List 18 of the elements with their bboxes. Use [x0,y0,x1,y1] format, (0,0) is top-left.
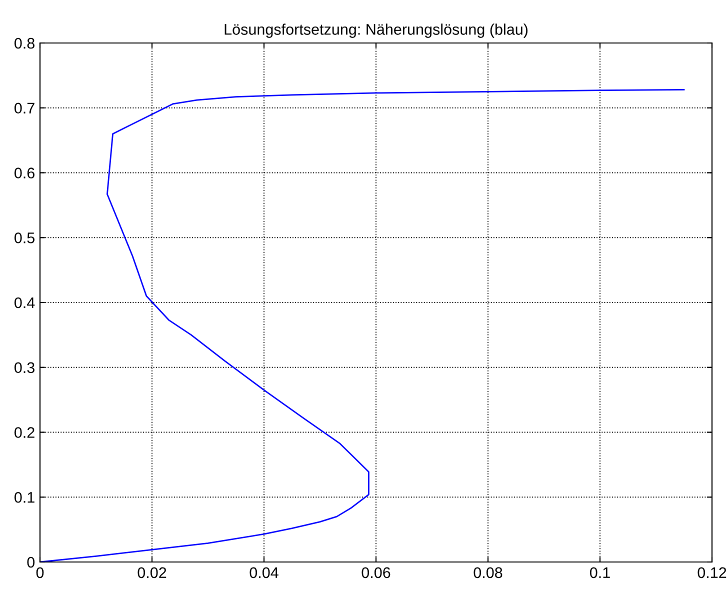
y-tick-label: 0 [27,556,35,568]
x-tick-label: 0.06 [362,567,390,578]
x-tick-label: 0.1 [590,567,610,578]
x-tick-label: 0 [36,567,44,578]
line-series [40,89,685,562]
x-tick-label: 0.12 [698,567,726,578]
y-tick-label: 0.2 [14,427,34,438]
y-tick-label: 0.5 [14,232,34,244]
x-tick-label: 0.04 [250,567,278,578]
y-tick-label: 0.8 [14,38,34,49]
chart-title: Lösungsfortsetzung: Näherungslösung (blau) [224,24,528,38]
y-tick-label: 0.7 [14,102,34,114]
y-tick-label: 0.4 [14,297,35,308]
x-tick-label: 0.08 [474,567,502,578]
y-tick-label: 0.1 [14,492,34,503]
y-tick-label: 0.6 [14,168,34,178]
y-tick-label: 0.3 [14,362,34,374]
x-tick-label: 0.02 [138,567,166,578]
